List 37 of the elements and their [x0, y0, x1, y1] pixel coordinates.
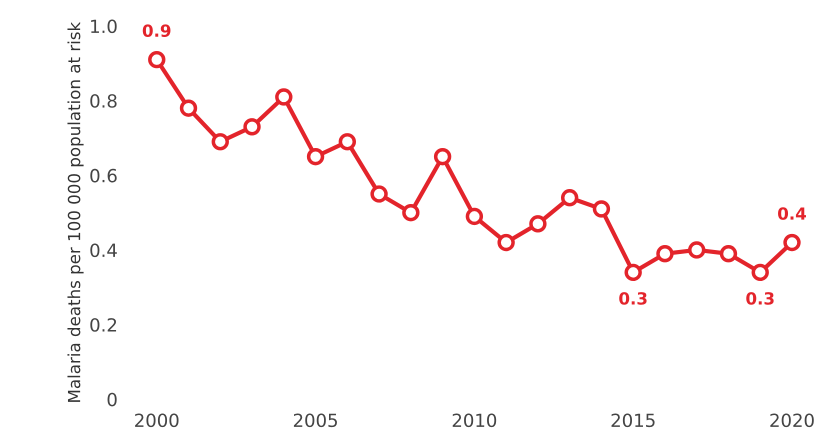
point [402, 204, 420, 222]
point [466, 208, 484, 226]
point [306, 148, 324, 166]
point [497, 234, 515, 252]
x-tick-label: 2000 [135, 413, 179, 428]
point [212, 133, 229, 150]
data-label: 0.4 [778, 207, 806, 220]
point [720, 245, 738, 262]
y-axis-title: Malaria deaths per 100 000 population at risk [67, 22, 84, 402]
point [688, 241, 706, 259]
y-tick-label: 1.0 [91, 20, 117, 34]
point [592, 200, 610, 218]
point [560, 189, 578, 206]
point [180, 99, 198, 117]
point [434, 148, 452, 166]
point [752, 264, 769, 282]
point [275, 88, 292, 106]
data-label: 0.3 [746, 292, 774, 305]
point [529, 215, 547, 233]
y-tick-label: 0.8 [90, 94, 117, 108]
x-tick-label: 2010 [452, 413, 496, 428]
x-tick-label: 2005 [294, 413, 337, 428]
point [243, 118, 261, 136]
x-tick-label: 2020 [770, 413, 814, 428]
y-tick-label: 0.6 [90, 168, 117, 182]
point [370, 185, 388, 203]
point [783, 234, 801, 252]
y-tick-label: 0.4 [90, 243, 117, 258]
point [656, 245, 674, 262]
point [624, 264, 642, 282]
x-tick-label: 2015 [612, 413, 655, 428]
y-tick-label: 0.2 [90, 318, 116, 332]
point [148, 50, 166, 68]
data-label: 0.3 [619, 292, 647, 305]
data-label: 0.9 [142, 24, 170, 37]
point [338, 133, 356, 150]
y-tick-label: 0 [108, 392, 117, 406]
